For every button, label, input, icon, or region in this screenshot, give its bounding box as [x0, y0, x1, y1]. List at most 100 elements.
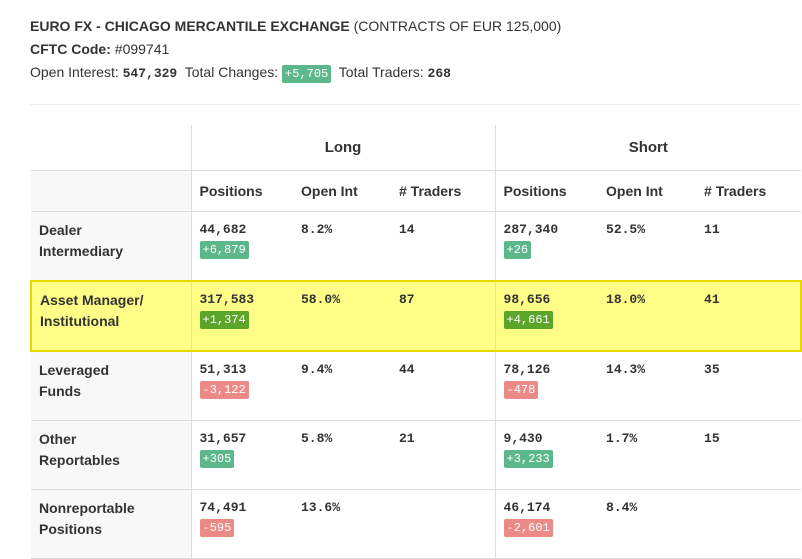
row-label-line: Funds	[39, 383, 81, 399]
row-label: Leveraged Funds	[31, 351, 191, 421]
traders-cell	[391, 489, 496, 559]
open-interest-label: Open Interest:	[30, 64, 119, 80]
open-int-cell: 58.0%	[293, 280, 391, 352]
positions: 317,583	[199, 292, 255, 307]
positions-cell: 74,491 -595	[190, 489, 293, 559]
column-header: # Traders	[696, 170, 802, 212]
total-traders-label: Total Traders:	[338, 64, 424, 80]
open-int-cell: 52.5%	[598, 211, 697, 282]
row-label: Asset Manager/Institutional	[30, 280, 191, 352]
row-label-line: Asset Manager/	[40, 292, 144, 308]
traders: 21	[399, 431, 415, 446]
positions-cell: 31,657 +305	[190, 420, 293, 490]
positions: 9,430	[503, 431, 543, 446]
positions-cell: 51,313 -3,122	[190, 351, 293, 421]
cftc-label: CFTC Code:	[30, 41, 111, 57]
traders: 35	[704, 362, 720, 377]
open-int-cell: 8.2%	[293, 211, 391, 282]
cftc-code: #099741	[114, 41, 170, 57]
change-badge: +305	[199, 450, 235, 468]
traders: 11	[704, 222, 720, 237]
cot-table: Long Short Positions Open Int # Traders Pos…	[30, 125, 802, 559]
positions: 31,657	[199, 431, 247, 446]
open-int-cell: 1.7%	[598, 420, 697, 490]
traders-cell: 44	[391, 351, 496, 421]
traders: 87	[399, 292, 415, 307]
total-traders: 268	[427, 66, 451, 81]
table-row: Other Reportables 31,657 +305 5.8% 21 9,430 +3,…	[31, 420, 802, 490]
traders: 14	[399, 222, 415, 237]
row-label-line: Nonreportable	[39, 500, 135, 516]
table-row: Asset Manager/Institutional 317,583 +1,374…	[30, 280, 802, 352]
open-int-cell: 18.0%	[598, 280, 697, 352]
row-label-line: Positions	[39, 521, 103, 537]
change-badge: -3,122	[199, 381, 249, 399]
open-int-cell: 8.4%	[598, 489, 697, 559]
open-int: 9.4%	[301, 362, 333, 377]
change-badge: +4,661	[503, 311, 553, 329]
change-badge: -595	[199, 519, 235, 537]
positions: 74,491	[199, 500, 247, 515]
total-changes-label: Total Changes:	[184, 64, 279, 80]
change-badge: +1,374	[199, 311, 249, 329]
open-interest: 547,329	[122, 66, 178, 81]
change-badge: +26	[503, 241, 532, 259]
positions: 287,340	[503, 222, 559, 237]
row-label: Dealer Intermediary	[31, 211, 191, 282]
positions-cell: 9,430 +3,233	[494, 420, 599, 490]
traders: 15	[704, 431, 720, 446]
open-int-cell: 14.3%	[598, 351, 697, 421]
open-int-cell: 13.6%	[293, 489, 391, 559]
positions-cell: 287,340 +26	[494, 211, 599, 282]
table-head: Long Short Positions Open Int # Traders Pos…	[31, 125, 802, 212]
table-row: Nonreportable Positions 74,491 -595 13.6% 46,…	[31, 489, 802, 559]
open-int-cell: 5.8%	[293, 420, 391, 490]
change-badge: +3,233	[503, 450, 553, 468]
row-label-line: Reportables	[39, 452, 120, 468]
open-int: 1.7%	[606, 431, 638, 446]
subtitle: (CONTRACTS OF EUR 125,000)	[353, 18, 562, 34]
column-header: # Traders	[391, 170, 496, 212]
group-header: Short	[494, 125, 802, 171]
traders-cell: 15	[696, 420, 802, 490]
positions-cell: 78,126 -478	[494, 351, 599, 421]
traders-cell: 11	[696, 211, 802, 282]
row-label: Other Reportables	[31, 420, 191, 490]
stats-line: Open Interest: 547,329 Total Changes: +5…	[30, 64, 451, 83]
change-badge: +6,879	[199, 241, 249, 259]
open-int: 58.0%	[301, 292, 341, 307]
traders: 41	[704, 292, 720, 307]
column-row: Positions Open Int # Traders Positions Open …	[31, 170, 802, 212]
page: EURO FX - CHICAGO MERCANTILE EXCHANGE (C…	[30, 18, 802, 559]
positions: 44,682	[199, 222, 247, 237]
positions: 78,126	[503, 362, 551, 377]
row-label: Nonreportable Positions	[31, 489, 191, 559]
row-label-line: Intermediary	[39, 243, 124, 259]
positions-cell: 44,682 +6,879	[190, 211, 293, 282]
traders-cell: 35	[696, 351, 802, 421]
open-int: 13.6%	[301, 500, 341, 515]
open-int: 5.8%	[301, 431, 333, 446]
positions: 51,313	[199, 362, 247, 377]
corner	[31, 125, 191, 171]
traders-cell	[696, 489, 802, 559]
traders-cell: 87	[391, 280, 496, 352]
positions-cell: 98,656 +4,661	[494, 280, 599, 352]
column-header: Open Int	[293, 170, 391, 212]
traders: 44	[399, 362, 415, 377]
change-badge: -2,601	[503, 519, 553, 537]
open-int: 8.4%	[606, 500, 638, 515]
table-row: Leveraged Funds 51,313 -3,122 9.4% 44 78,126 -4…	[31, 351, 802, 421]
table-row: Dealer Intermediary 44,682 +6,879 8.2% 14 287,…	[31, 211, 802, 282]
row-label-line: Leveraged	[39, 362, 110, 378]
group-header: Long	[190, 125, 496, 171]
open-int: 14.3%	[606, 362, 646, 377]
title-line: EURO FX - CHICAGO MERCANTILE EXCHANGE (C…	[30, 18, 561, 34]
column-header: Open Int	[598, 170, 697, 212]
traders-cell: 41	[696, 280, 802, 352]
row-label-line: Dealer	[39, 222, 82, 238]
table-body: Dealer Intermediary 44,682 +6,879 8.2% 14 287,…	[30, 211, 802, 559]
row-label-line: Institutional	[40, 313, 120, 329]
open-int: 8.2%	[301, 222, 333, 237]
positions: 46,174	[503, 500, 551, 515]
